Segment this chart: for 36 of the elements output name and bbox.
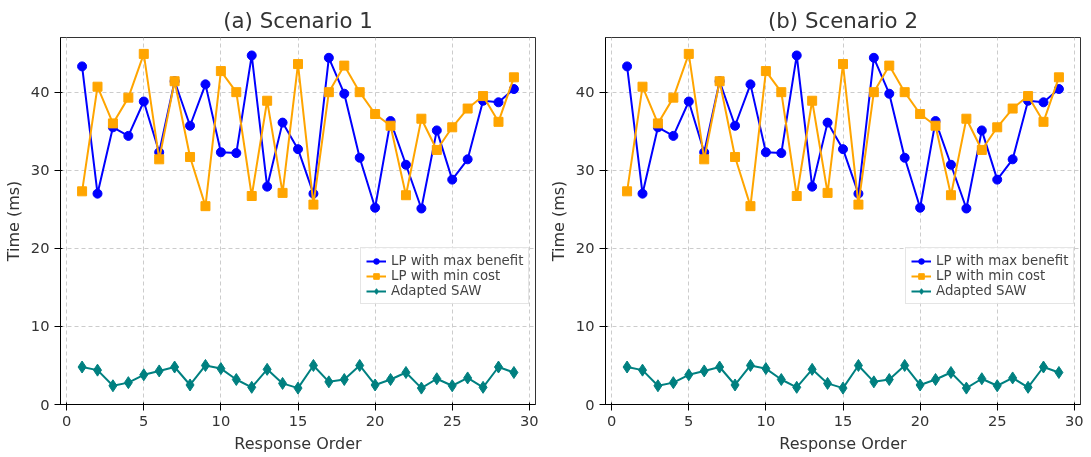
- legend-label: Adapted SAW: [391, 283, 482, 298]
- chart-title: (a) Scenario 1: [223, 7, 373, 33]
- y-axis-title: Time (ms): [548, 180, 568, 263]
- y-tick-label: 10: [575, 317, 595, 335]
- x-tick-label: 0: [62, 411, 72, 429]
- legend-label: LP with max benefit: [391, 253, 524, 268]
- y-tick-label: 30: [575, 161, 595, 179]
- x-tick-label: 15: [288, 411, 308, 429]
- y-tick-label: 0: [585, 395, 595, 413]
- y-tick-label: 10: [30, 317, 50, 335]
- x-tick-label: 5: [684, 411, 694, 429]
- x-tick-label: 30: [1065, 411, 1084, 429]
- x-axis-title: Response Order: [234, 433, 363, 453]
- y-tick-label: 0: [40, 395, 50, 413]
- legend-label: LP with min cost: [936, 268, 1046, 283]
- legend-label: Adapted SAW: [936, 283, 1027, 298]
- y-tick-label: 20: [575, 239, 595, 257]
- y-tick-label: 40: [575, 83, 595, 101]
- y-tick-label: 30: [30, 161, 50, 179]
- x-tick-label: 30: [520, 411, 539, 429]
- y-tick-label: 40: [30, 83, 50, 101]
- x-tick-label: 20: [910, 411, 930, 429]
- x-tick-label: 5: [139, 411, 149, 429]
- x-tick-label: 25: [987, 411, 1007, 429]
- y-axis-title: Time (ms): [3, 180, 23, 263]
- y-tick-label: 20: [30, 239, 50, 257]
- legend-label: LP with max benefit: [936, 253, 1069, 268]
- x-tick-label: 20: [365, 411, 385, 429]
- x-tick-label: 10: [211, 411, 231, 429]
- x-tick-label: 10: [756, 411, 776, 429]
- x-tick-label: 15: [833, 411, 853, 429]
- x-tick-label: 0: [607, 411, 617, 429]
- legend-label: LP with min cost: [391, 268, 501, 283]
- x-axis-title: Response Order: [779, 433, 908, 453]
- chart-title: (b) Scenario 2: [767, 7, 919, 33]
- x-tick-label: 25: [442, 411, 462, 429]
